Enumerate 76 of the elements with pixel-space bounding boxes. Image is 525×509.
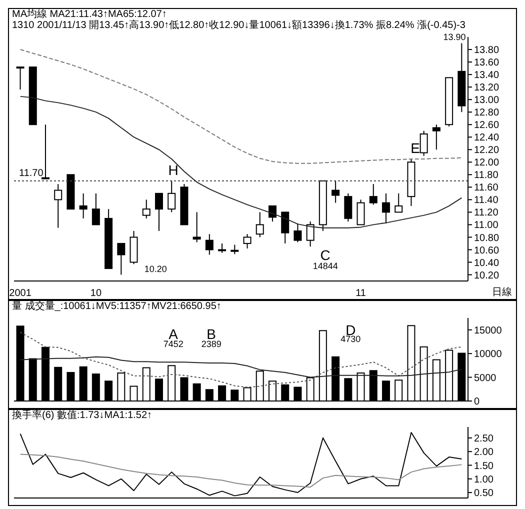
chart-title: 量 成交量_:10061↓MV5:11357↑MV21:6650.95↑ — [11, 301, 222, 312]
y-tick-label: 10000 — [474, 349, 502, 360]
y-tick-label: 15000 — [474, 325, 502, 336]
ref-line-label: 11.70 — [19, 168, 44, 179]
candlestick — [281, 212, 290, 244]
candlestick — [154, 192, 163, 232]
y-tick-label: 12.40 — [474, 132, 500, 144]
chart-title: MA均線 MA21:11.43↑MA65:12.07↑ — [11, 9, 168, 20]
y-tick-label: 10.20 — [474, 270, 500, 282]
x-tick-label: 2001 — [9, 288, 32, 300]
candlestick — [218, 242, 226, 254]
candlestick — [306, 221, 314, 248]
candlestick — [294, 222, 302, 243]
candlestick — [192, 212, 201, 243]
y-tick-label: 10.60 — [474, 245, 500, 256]
y-tick-label: 12.60 — [474, 120, 500, 132]
y-tick-label: 13.80 — [474, 45, 500, 56]
candlestick — [344, 192, 352, 222]
candlestick — [92, 192, 100, 226]
annotation: E — [410, 140, 420, 156]
y-tick-label: 11.40 — [474, 195, 499, 206]
candlestick — [142, 199, 150, 219]
y-tick-label: 13.20 — [474, 82, 500, 94]
candlestick — [79, 192, 88, 219]
text: 日線 — [492, 287, 512, 298]
y-tick-label: 11.80 — [474, 170, 499, 182]
y-tick-label: 10.40 — [474, 258, 500, 269]
candlestick — [54, 184, 62, 228]
y-tick-label: 11.00 — [474, 220, 499, 232]
candlestick — [356, 199, 365, 226]
y-tick-label: 12.80 — [474, 108, 500, 119]
line-series — [20, 356, 462, 378]
annotation: 2389 — [201, 338, 222, 349]
candlestick — [369, 184, 378, 206]
y-tick-label: 10.80 — [474, 232, 500, 244]
candlestick — [117, 242, 126, 276]
annotation: H — [168, 162, 178, 178]
y-tick-label: 0.50 — [474, 488, 494, 500]
y-tick-label: 5000 — [474, 372, 497, 384]
chart-title: 換手率(6) 數值:1.73↓MA1:1.52↑ — [11, 410, 154, 421]
candlestick — [382, 192, 390, 224]
y-tick-label: 1.50 — [474, 460, 494, 472]
candlestick — [205, 234, 214, 256]
line-series — [20, 49, 462, 164]
candlestick — [432, 124, 440, 150]
x-tick-label: 10 — [90, 288, 102, 300]
annotation: C — [320, 246, 330, 263]
candlestick — [256, 212, 264, 238]
y-tick-label: 2.50 — [474, 433, 494, 444]
candlestick — [41, 124, 50, 180]
candlestick — [332, 180, 340, 204]
annotation: 14844 — [312, 261, 338, 272]
candlestick — [168, 180, 176, 213]
y-tick-label: 0 — [474, 396, 480, 408]
candlestick — [268, 205, 276, 222]
y-tick-label: 13.40 — [474, 70, 500, 82]
chart-subtitle: 1310 2001/11/13 開13.45↑高13.90↑低12.80↑收12.90↓量10061↓額13396↓換1.73% 振8.24% 漲(-0.45)-3 — [11, 20, 466, 31]
candlestick — [243, 234, 252, 249]
candlestick — [16, 66, 24, 90]
y-tick-label: 13.60 — [474, 58, 500, 69]
annotation: 13.90 — [443, 32, 466, 42]
candlestick — [230, 244, 239, 255]
y-tick-label: 13.00 — [474, 95, 500, 106]
y-tick-label: 2.00 — [474, 447, 494, 458]
y-tick-label: 12.20 — [474, 145, 500, 156]
line-series — [20, 454, 462, 488]
annotation: 7452 — [163, 338, 184, 349]
y-tick-label: 11.60 — [474, 182, 499, 194]
candlestick — [420, 130, 428, 156]
annotation: 10.20 — [144, 264, 167, 274]
y-tick-label: 11.20 — [474, 208, 499, 219]
x-tick-label: 11 — [356, 288, 366, 300]
candlestick — [394, 192, 403, 213]
annotation: 4730 — [340, 334, 361, 344]
y-tick-label: 1.00 — [474, 474, 494, 486]
y-tick-label: 12.00 — [474, 158, 500, 169]
